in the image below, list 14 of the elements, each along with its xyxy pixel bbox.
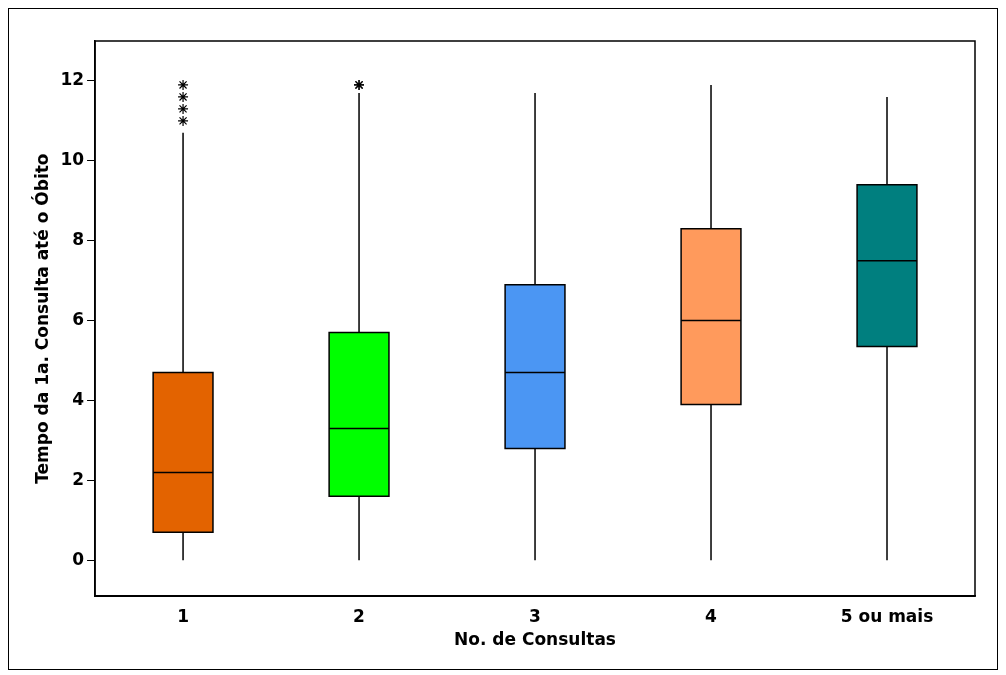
y-tick-label: 4: [72, 388, 85, 409]
y-tick-label: 10: [60, 149, 85, 170]
x-tick-label: 3: [529, 605, 541, 626]
x-tick-label: 4: [705, 605, 718, 626]
x-axis-title: No. de Consultas: [454, 629, 616, 650]
y-tick-label: 12: [60, 69, 85, 90]
x-tick-label: 2: [353, 605, 365, 626]
y-axis-title: Tempo da 1a. Consulta até o Óbito: [30, 153, 52, 484]
y-tick-label: 6: [72, 309, 85, 330]
y-tick-label: 8: [72, 229, 85, 250]
x-tick-label: 5 ou mais: [840, 605, 934, 626]
y-tick-label: 0: [72, 548, 85, 569]
x-tick-label: 1: [177, 605, 189, 626]
y-tick-label: 2: [72, 468, 85, 489]
